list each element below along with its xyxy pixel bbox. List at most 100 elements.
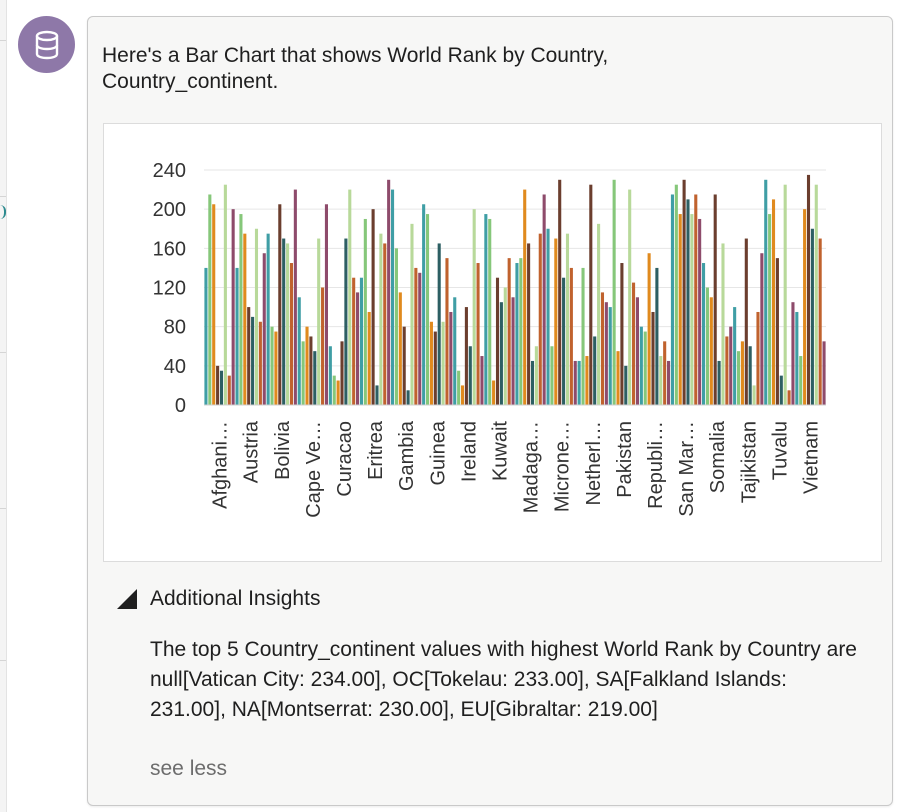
bar[interactable] (387, 179, 391, 405)
bar[interactable] (682, 179, 686, 405)
bar[interactable] (289, 263, 294, 405)
bar[interactable] (383, 243, 387, 405)
bar[interactable] (814, 184, 818, 405)
bar[interactable] (760, 253, 764, 405)
bar[interactable] (251, 316, 255, 406)
bar[interactable] (511, 297, 515, 405)
bar[interactable] (394, 248, 398, 405)
bar[interactable] (503, 287, 507, 406)
bar[interactable] (550, 346, 554, 405)
additional-insights-toggle[interactable]: Additional Insights (116, 587, 320, 611)
bar[interactable] (464, 307, 468, 405)
bar[interactable] (818, 238, 822, 405)
bar[interactable] (624, 365, 628, 405)
bar[interactable] (379, 233, 383, 405)
bar[interactable] (449, 311, 453, 405)
bar[interactable] (270, 326, 274, 405)
bar[interactable] (391, 189, 395, 405)
bar[interactable] (667, 360, 671, 405)
bar[interactable] (445, 258, 449, 406)
bar[interactable] (429, 321, 433, 405)
bar[interactable] (612, 179, 616, 405)
bar[interactable] (433, 331, 437, 405)
bar[interactable] (554, 238, 558, 405)
bar[interactable] (600, 292, 605, 405)
bar[interactable] (806, 174, 811, 405)
bar[interactable] (799, 356, 803, 405)
bar[interactable] (472, 209, 476, 405)
bar[interactable] (709, 297, 713, 405)
bar[interactable] (748, 346, 752, 405)
bar[interactable] (313, 351, 317, 405)
bar[interactable] (515, 263, 519, 405)
bar[interactable] (752, 385, 756, 405)
bar[interactable] (239, 214, 243, 405)
bar[interactable] (791, 302, 795, 405)
bar[interactable] (562, 277, 566, 405)
bar[interactable] (216, 365, 220, 405)
bar[interactable] (254, 228, 259, 405)
bar[interactable] (530, 360, 535, 405)
bar[interactable] (546, 228, 550, 405)
bar[interactable] (293, 189, 297, 405)
bar[interactable] (604, 302, 608, 405)
bar[interactable] (441, 321, 445, 405)
bar[interactable] (643, 331, 647, 405)
bar[interactable] (810, 228, 814, 405)
bar[interactable] (698, 218, 702, 405)
bar[interactable] (632, 282, 636, 405)
bar[interactable] (558, 179, 562, 405)
bar[interactable] (565, 233, 570, 405)
bar[interactable] (663, 341, 667, 405)
bar[interactable] (328, 346, 332, 405)
bar[interactable] (227, 375, 231, 406)
bar[interactable] (282, 238, 286, 405)
bar[interactable] (597, 223, 601, 405)
bar[interactable] (620, 263, 624, 405)
bar[interactable] (585, 356, 589, 405)
bar[interactable] (336, 380, 340, 405)
bar[interactable] (476, 263, 480, 405)
bar[interactable] (204, 267, 208, 405)
bar[interactable] (286, 243, 290, 405)
bar[interactable] (235, 267, 239, 405)
bar[interactable] (410, 223, 414, 405)
bar[interactable] (460, 385, 465, 405)
bar[interactable] (803, 209, 807, 405)
bar[interactable] (309, 336, 313, 405)
bar[interactable] (262, 253, 266, 405)
bar[interactable] (569, 267, 573, 405)
bar[interactable] (593, 336, 597, 405)
bar[interactable] (414, 267, 418, 405)
bar[interactable] (775, 258, 779, 406)
bar[interactable] (208, 194, 212, 405)
bar[interactable] (340, 341, 344, 405)
bar[interactable] (651, 311, 655, 405)
bar[interactable] (608, 307, 612, 405)
bar[interactable] (507, 258, 511, 406)
bar[interactable] (332, 375, 336, 406)
bar[interactable] (495, 277, 500, 405)
bar[interactable] (787, 390, 791, 405)
bar[interactable] (488, 218, 492, 405)
bar[interactable] (756, 311, 760, 405)
bar[interactable] (266, 233, 270, 405)
bar[interactable] (523, 189, 527, 405)
bar[interactable] (678, 214, 682, 405)
bar[interactable] (398, 292, 402, 405)
bar[interactable] (674, 184, 678, 405)
bar[interactable] (371, 209, 375, 405)
bar[interactable] (639, 326, 643, 405)
bar[interactable] (740, 341, 744, 405)
bar[interactable] (589, 184, 593, 405)
bar[interactable] (247, 307, 251, 405)
bar[interactable] (468, 346, 472, 405)
bar[interactable] (783, 184, 787, 405)
bar[interactable] (659, 356, 663, 405)
bar[interactable] (744, 238, 748, 405)
bar[interactable] (655, 267, 659, 405)
bar[interactable] (344, 238, 348, 405)
bar[interactable] (694, 194, 698, 405)
bar[interactable] (573, 360, 577, 405)
bar[interactable] (348, 189, 352, 405)
